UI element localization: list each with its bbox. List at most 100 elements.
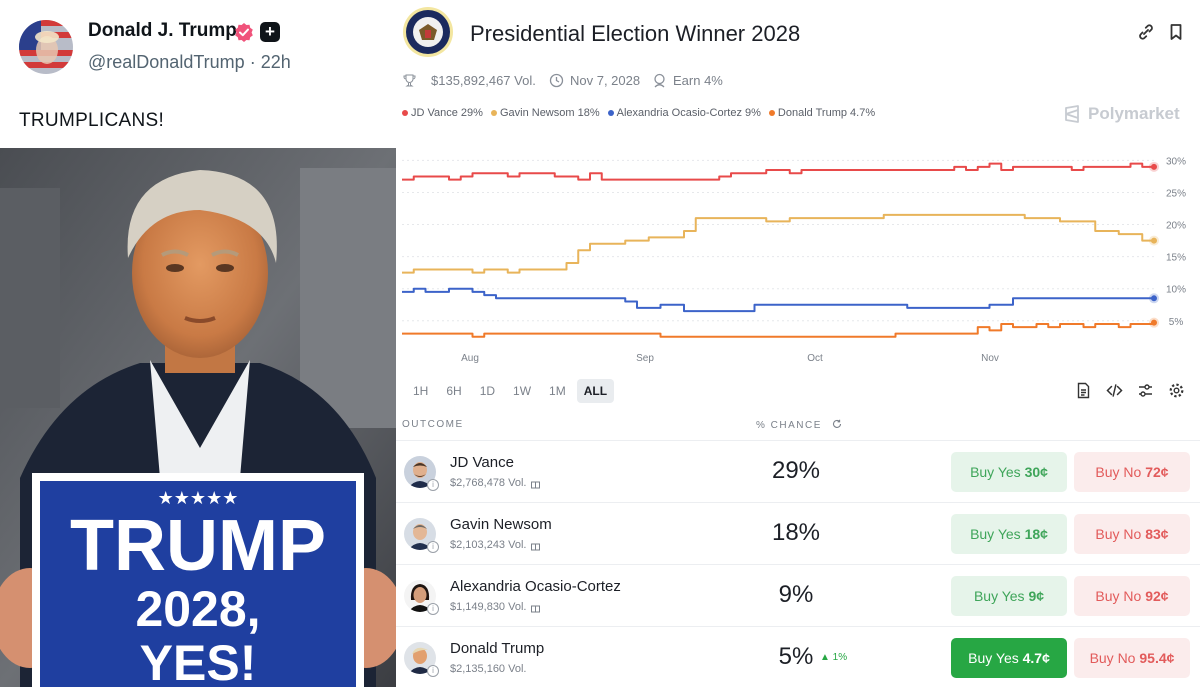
info-icon[interactable]: i xyxy=(427,541,439,553)
series-line-1[interactable] xyxy=(402,213,1154,274)
gear-icon[interactable] xyxy=(1168,382,1185,399)
range-button-all[interactable]: ALL xyxy=(576,379,615,403)
buy-no-label: Buy No xyxy=(1095,526,1142,542)
buy-no-price: 83¢ xyxy=(1145,526,1169,542)
end-date-text: Nov 7, 2028 xyxy=(570,73,641,88)
candidate-volume: $1,149,830 Vol. xyxy=(450,601,541,613)
post-photo[interactable]: ★★★★★ TRUMP 2028, YES! xyxy=(0,148,396,687)
polymarket-brand: Polymarket xyxy=(1062,104,1180,124)
range-button-6h[interactable]: 6H xyxy=(446,384,462,398)
gift-icon[interactable] xyxy=(530,478,541,489)
author-handle[interactable]: @realDonaldTrump xyxy=(88,52,245,72)
candidate-name[interactable]: JD Vance xyxy=(450,454,514,471)
buy-no-button[interactable]: Buy No 72¢ xyxy=(1074,452,1190,492)
sign-line3: YES! xyxy=(140,635,257,687)
verified-badge-icon xyxy=(235,23,253,42)
buy-yes-button[interactable]: Buy Yes 4.7¢ xyxy=(951,638,1067,678)
series-end-point[interactable] xyxy=(1151,163,1157,170)
legend-dot xyxy=(490,110,497,116)
polymarket-logo-icon xyxy=(1065,105,1079,123)
author-avatar[interactable] xyxy=(19,20,73,74)
embed-code-icon[interactable] xyxy=(1106,382,1123,399)
refresh-icon[interactable] xyxy=(832,419,842,429)
y-tick-label: 30% xyxy=(1166,156,1186,167)
avatar-flag-portrait-icon xyxy=(19,20,73,74)
x-tick-label: Nov xyxy=(981,353,999,364)
series-end-point[interactable] xyxy=(1151,319,1157,326)
outcome-list: i JD Vance $2,768,478 Vol. 29% Buy Yes 3… xyxy=(396,440,1200,687)
x-tick-label: Sep xyxy=(636,353,654,364)
buy-no-price: 72¢ xyxy=(1145,464,1169,480)
series-end-point[interactable] xyxy=(1151,295,1157,302)
time-range-selector: 1H 6H 1D 1W 1M ALL xyxy=(406,379,615,403)
buy-yes-button[interactable]: Buy Yes 30¢ xyxy=(951,452,1067,492)
buy-yes-label: Buy Yes xyxy=(970,526,1021,542)
legend-item: Gavin Newsom 18% xyxy=(490,107,600,119)
candidate-volume: $2,135,160 Vol. xyxy=(450,663,526,675)
candidate-name[interactable]: Gavin Newsom xyxy=(450,516,552,533)
y-tick-label: 25% xyxy=(1166,188,1186,199)
buy-no-label: Buy No xyxy=(1095,588,1142,604)
legend-label: Alexandria Ocasio-Cortez 9% xyxy=(616,107,761,119)
y-tick-label: 15% xyxy=(1166,253,1186,264)
post-text: TRUMPLICANS! xyxy=(19,110,165,131)
range-button-1d[interactable]: 1D xyxy=(479,384,496,398)
legend-label: JD Vance 29% xyxy=(411,107,483,119)
legend-item: Alexandria Ocasio-Cortez 9% xyxy=(607,107,761,119)
sign-line2: 2028, xyxy=(135,581,260,637)
buy-no-button[interactable]: Buy No 92¢ xyxy=(1074,576,1190,616)
candidate-name[interactable]: Alexandria Ocasio-Cortez xyxy=(450,578,621,595)
volume-value: $2,103,243 Vol. xyxy=(450,539,527,551)
info-icon[interactable]: i xyxy=(427,603,439,615)
market-earn[interactable]: Earn 4% xyxy=(652,73,723,88)
buy-no-price: 95.4¢ xyxy=(1139,650,1175,666)
gift-icon[interactable] xyxy=(530,602,541,613)
outcome-row-jd-vance[interactable]: i JD Vance $2,768,478 Vol. 29% Buy Yes 3… xyxy=(396,440,1200,502)
info-icon[interactable]: i xyxy=(427,479,439,491)
legend-dot xyxy=(768,110,775,116)
subscription-badge-icon: + xyxy=(260,22,280,42)
info-icon[interactable]: i xyxy=(427,665,439,677)
series-end-point[interactable] xyxy=(1151,237,1157,244)
range-button-1m[interactable]: 1M xyxy=(549,384,566,398)
document-icon[interactable] xyxy=(1075,382,1092,399)
chance-value: 18% xyxy=(771,519,821,546)
candidate-photo xyxy=(404,518,436,550)
x-tick-label: Aug xyxy=(461,353,479,364)
chance-value: 29% xyxy=(771,457,821,484)
range-button-1h[interactable]: 1H xyxy=(413,384,429,398)
price-history-chart[interactable]: 30% 25% 20% 15% 10% 5% Aug Sep Oct Nov xyxy=(396,140,1200,372)
buy-yes-label: Buy Yes xyxy=(970,464,1021,480)
series-line-3[interactable] xyxy=(402,322,1155,338)
sign-stars: ★★★★★ xyxy=(158,488,239,509)
author-name[interactable]: Donald J. Trump xyxy=(88,20,237,41)
bookmark-icon[interactable] xyxy=(1166,22,1186,42)
outcome-column-header: OUTCOME xyxy=(402,419,464,430)
link-icon[interactable] xyxy=(1136,22,1156,42)
buy-yes-price: 18¢ xyxy=(1024,526,1048,542)
buy-yes-button[interactable]: Buy Yes 18¢ xyxy=(951,514,1067,554)
buy-no-button[interactable]: Buy No 95.4¢ xyxy=(1074,638,1190,678)
post-time[interactable]: 22h xyxy=(260,52,291,72)
outcome-row-gavin-newsom[interactable]: i Gavin Newsom $2,103,243 Vol. 18% Buy Y… xyxy=(396,502,1200,564)
series-line-2[interactable] xyxy=(402,287,1154,313)
chance-value: 5% xyxy=(778,643,814,670)
legend-item: JD Vance 29% xyxy=(402,107,483,119)
social-post: Donald J. Trump + @realDonaldTrump · 22h… xyxy=(0,0,396,687)
outcome-row-alexandria-ocasio-cortez[interactable]: i Alexandria Ocasio-Cortez $1,149,830 Vo… xyxy=(396,564,1200,626)
chance-column-header: % CHANCE xyxy=(756,419,842,431)
range-button-1w[interactable]: 1W xyxy=(513,384,532,398)
candidate-name[interactable]: Donald Trump xyxy=(450,640,545,657)
gavin-newsom-avatar-icon xyxy=(404,518,436,550)
series-line-0[interactable] xyxy=(402,162,1154,181)
donald-trump-avatar-icon xyxy=(404,642,436,674)
buy-yes-label: Buy Yes xyxy=(973,588,1025,604)
gift-icon[interactable] xyxy=(530,540,541,551)
buy-yes-button[interactable]: Buy Yes 9¢ xyxy=(951,576,1067,616)
market-end-date: Nov 7, 2028 xyxy=(549,73,640,88)
earn-text[interactable]: Earn 4% xyxy=(673,73,723,88)
outcome-row-donald-trump[interactable]: i Donald Trump $2,135,160 Vol. 5% ▲ 1% B… xyxy=(396,626,1200,687)
buy-no-button[interactable]: Buy No 83¢ xyxy=(1074,514,1190,554)
sliders-icon[interactable] xyxy=(1137,382,1154,399)
chance-value: 9% xyxy=(778,581,814,608)
